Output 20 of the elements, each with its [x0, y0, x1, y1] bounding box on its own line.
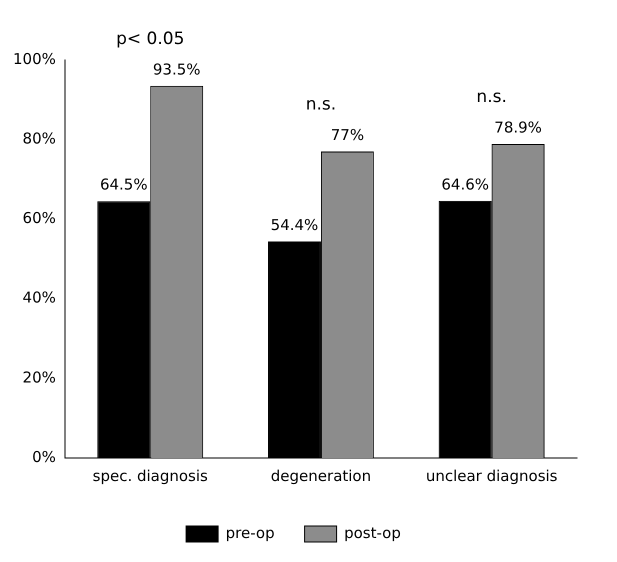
y-tick-label: 100%: [12, 50, 56, 68]
data-label: 77%: [330, 126, 364, 144]
data-label: 54.4%: [270, 216, 318, 234]
y-tick-label: 20%: [22, 368, 56, 386]
y-tick-label: 40%: [22, 288, 56, 307]
annotation: n.s.: [306, 94, 336, 114]
x-tick-label: unclear diagnosis: [426, 466, 558, 485]
x-tick-label: degeneration: [270, 466, 372, 485]
data-label: 64.5%: [100, 176, 148, 194]
data-label: 64.6%: [441, 175, 490, 194]
annotation: n.s.: [476, 86, 507, 107]
legend-label: pre-op: [226, 524, 275, 542]
y-tick-label: 60%: [22, 209, 56, 228]
y-tick-label: 80%: [22, 129, 56, 148]
legend-label: post-op: [344, 524, 401, 542]
data-label: 78.9%: [494, 118, 542, 136]
data-label: 93.5%: [152, 60, 201, 78]
text: p< 0.05: [116, 28, 184, 49]
y-tick-label: 0%: [32, 448, 56, 466]
x-tick-label: spec. diagnosis: [92, 466, 208, 485]
